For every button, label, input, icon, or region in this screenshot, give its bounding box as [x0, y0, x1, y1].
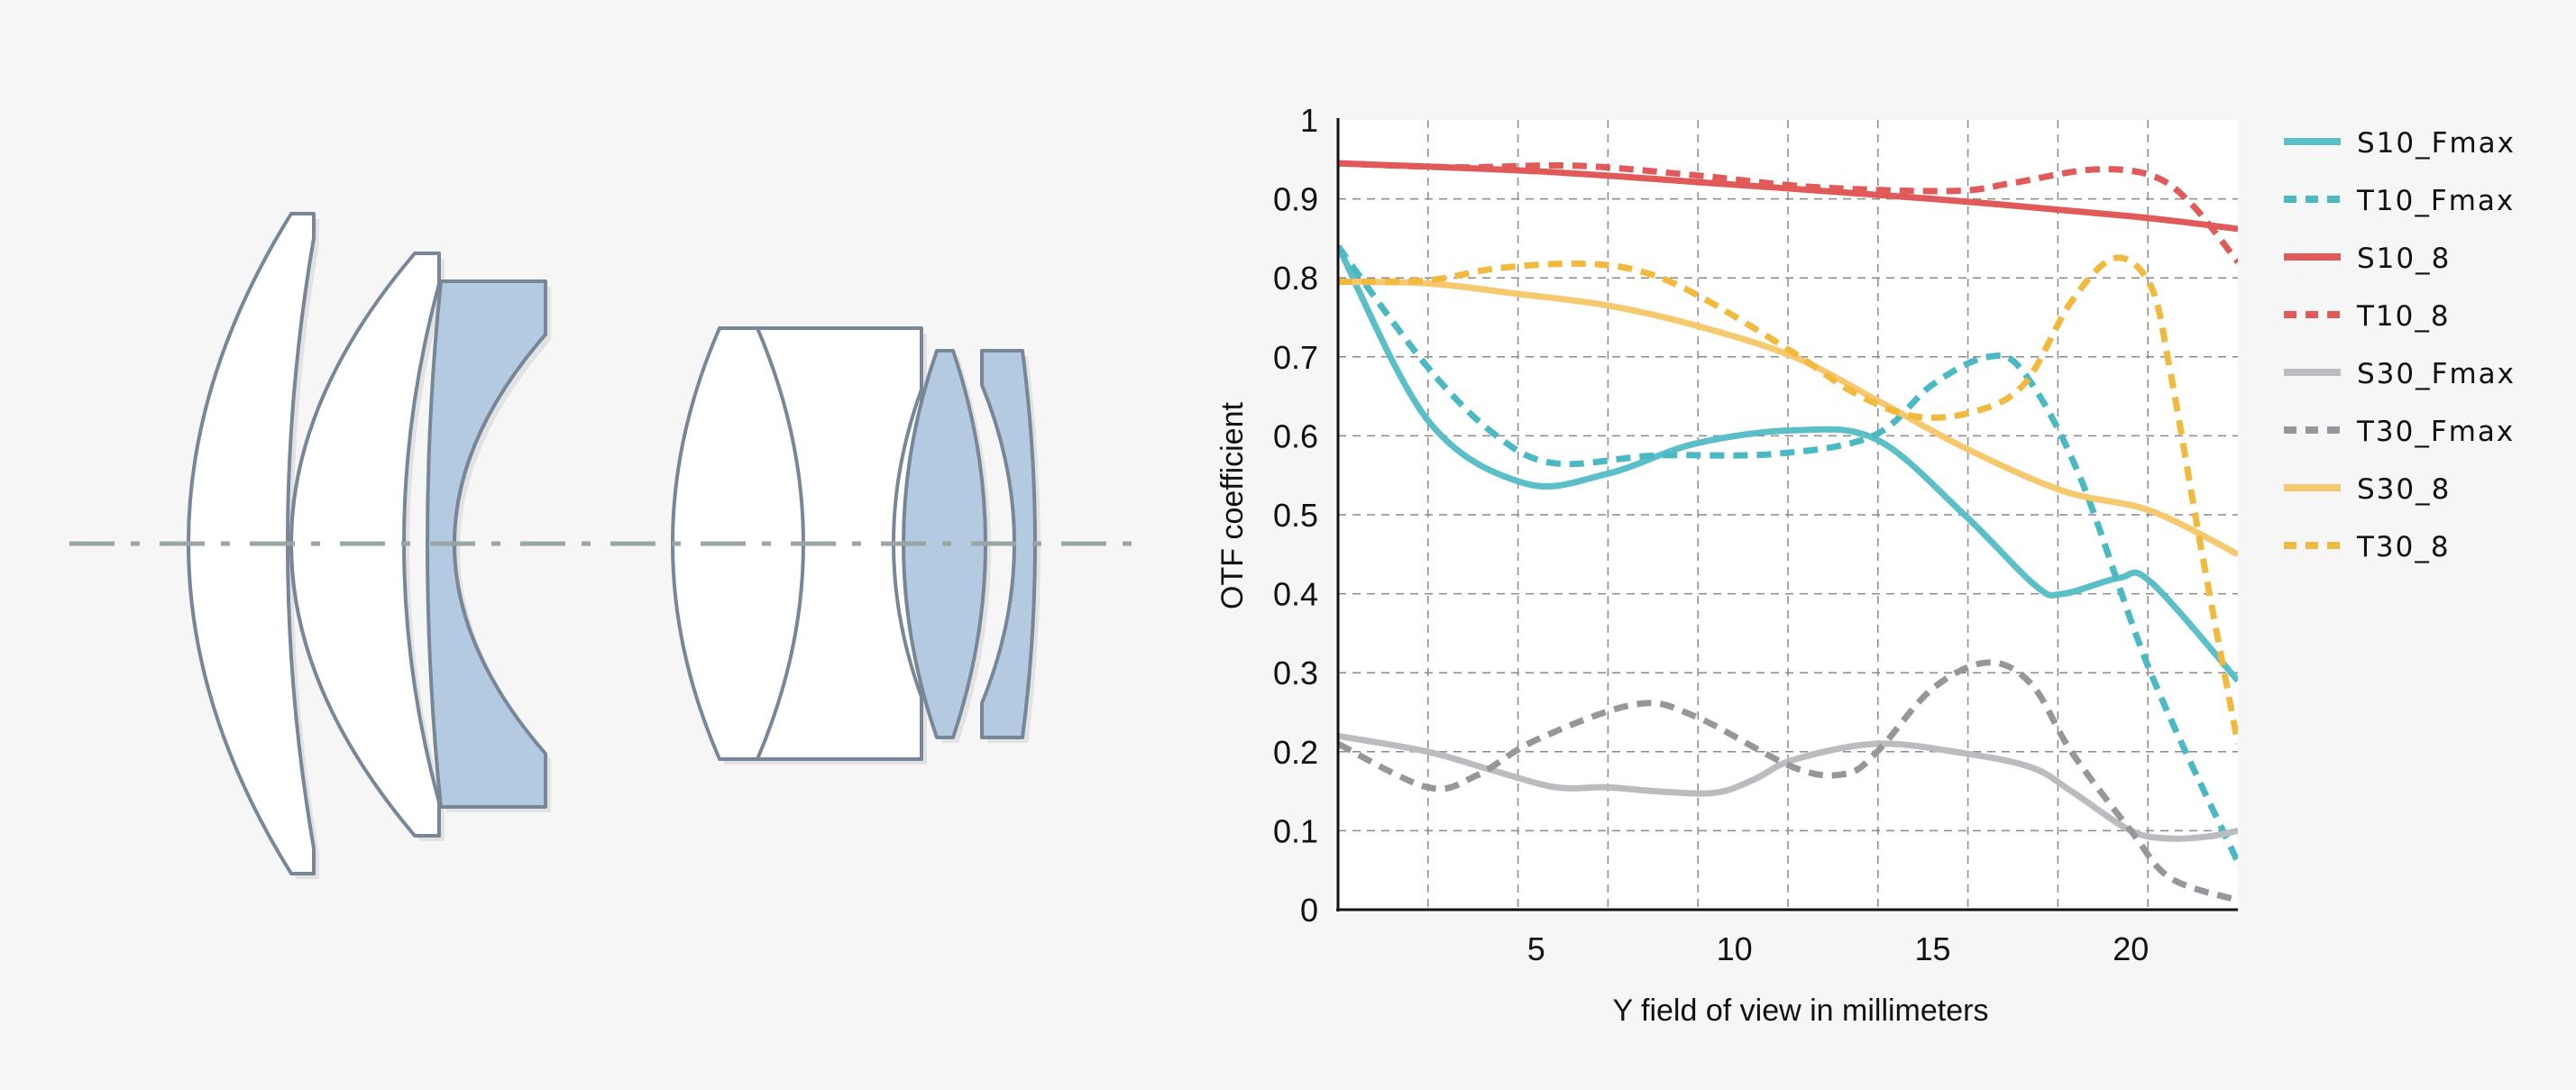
legend-label: T30_Fmax [2356, 416, 2515, 448]
y-tick-label: 0.2 [1273, 734, 1318, 771]
series-line-t30-fmax [1338, 659, 2238, 903]
y-tick-labels: 0 0.1 0.2 0.3 0.4 0.5 0.6 0.7 0.8 0.9 1 [1273, 102, 1318, 929]
legend-label: S30_8 [2357, 473, 2451, 506]
legend-label: T10_8 [2356, 300, 2451, 333]
y-tick-label: 0.5 [1273, 497, 1318, 534]
y-tick-label: 0.3 [1273, 655, 1318, 692]
x-tick-label: 15 [1914, 930, 1950, 967]
y-tick-label: 0.4 [1273, 576, 1318, 613]
y-tick-label: 0.1 [1273, 812, 1318, 849]
grid [1338, 120, 2238, 910]
x-tick-label: 5 [1527, 930, 1545, 967]
legend-item: S30_8 [2284, 473, 2451, 506]
y-tick-label: 0.9 [1273, 181, 1318, 218]
y-tick-label: 1 [1300, 102, 1318, 139]
y-tick-label: 0.8 [1273, 260, 1318, 297]
y-tick-label: 0.6 [1273, 417, 1318, 454]
y-tick-label: 0.7 [1273, 339, 1318, 376]
x-axis-label: Y field of view in millimeters [1613, 994, 1989, 1028]
lens-element-3 [426, 279, 547, 809]
legend-item: T10_8 [2284, 300, 2451, 333]
x-tick-label: 10 [1717, 930, 1753, 967]
legend-item: S10_Fmax [2284, 127, 2516, 160]
legend-item: T30_8 [2284, 531, 2451, 563]
otf-chart: 0 0.1 0.2 0.3 0.4 0.5 0.6 0.7 0.8 0.9 1 5 10 15 20 OT… [1215, 102, 2516, 1028]
legend-label: T30_8 [2356, 531, 2451, 563]
x-tick-labels: 5 10 15 20 [1527, 930, 2150, 967]
series-line-t10-fmax [1338, 244, 2238, 864]
legend-item: S10_8 [2284, 243, 2451, 275]
series-line-t30-8 [1338, 254, 2238, 745]
legend-label: S10_Fmax [2357, 127, 2516, 160]
legend-label: T10_Fmax [2356, 185, 2515, 217]
legend: S10_Fmax T10_Fmax S10_8 T10_8 S30_Fmax T30_Fm… [2284, 127, 2516, 563]
y-axis-label: OTF coefficient [1215, 402, 1250, 609]
lens-element-6 [980, 349, 1037, 739]
series-lines [1338, 160, 2238, 903]
legend-item: S30_Fmax [2284, 358, 2516, 390]
legend-item: T10_Fmax [2284, 185, 2515, 217]
lens-cross-section-diagram [69, 212, 1141, 879]
legend-label: S10_8 [2357, 243, 2451, 275]
legend-item: T30_Fmax [2284, 416, 2515, 448]
series-line-t10-8 [1338, 160, 2238, 264]
y-tick-label: 0 [1300, 892, 1318, 929]
series-line-s30-8 [1338, 279, 2238, 557]
legend-label: S30_Fmax [2357, 358, 2516, 390]
x-tick-label: 20 [2113, 930, 2149, 967]
